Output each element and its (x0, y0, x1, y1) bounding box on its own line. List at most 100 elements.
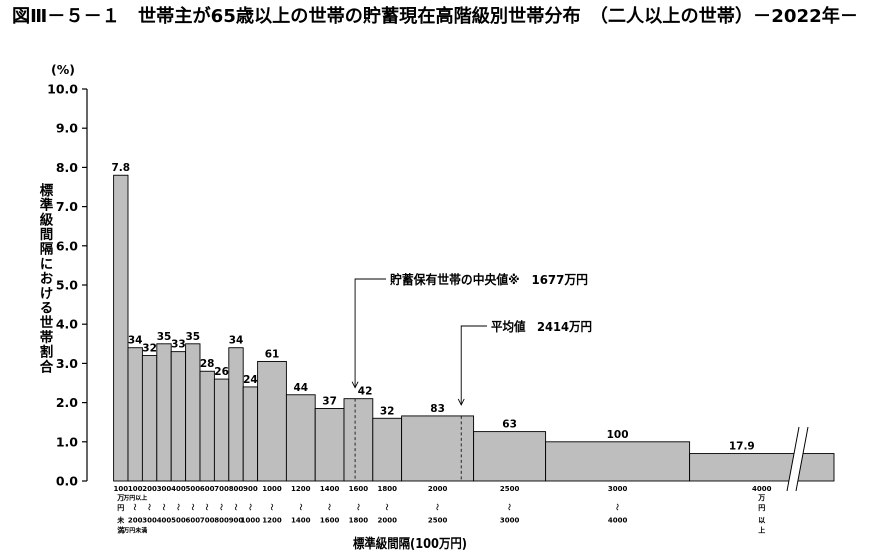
x-tick-label: 200 (142, 485, 157, 493)
y-tick-label: 5.0 (56, 278, 78, 293)
bar-1 (127, 347, 143, 482)
x-tick-label: 1000 (262, 485, 282, 493)
bar-17 (545, 441, 691, 482)
x-tick-label: ～ (505, 504, 513, 511)
bars (113, 174, 835, 482)
mean-leader-line (460, 325, 487, 405)
y-tick-label: 2.0 (56, 395, 78, 410)
x-tick-label: ～ (217, 504, 225, 511)
x-tick-label: 400 (171, 485, 186, 493)
x-tick-label: 1200 (291, 485, 311, 493)
x-tick-label: 1400 (320, 485, 340, 493)
y-axis-unit: (%) (51, 62, 75, 77)
bar-value-label: 100 (607, 429, 629, 441)
x-tick-label: 800 (229, 485, 244, 493)
bar-10 (257, 360, 287, 482)
x-tick-label: 500 (185, 485, 200, 493)
x-tick-label: 600 (200, 485, 215, 493)
bar-value-label: 7.8 (111, 162, 130, 174)
x-tick-label: 900 (243, 485, 258, 493)
median-marker: 貯蓄保有世帯の中央値※ 1677万円 (351, 272, 588, 481)
mean-arrowhead (457, 398, 465, 406)
bar-13 (343, 398, 374, 482)
bar-5 (185, 343, 201, 482)
bar-14 (372, 417, 403, 482)
bar-18 (689, 453, 835, 482)
x-tick-label: ～ (354, 504, 362, 511)
bar-3 (156, 343, 172, 482)
median-arrowhead (351, 381, 359, 389)
bar-value-label: 35 (185, 331, 200, 343)
x-tick-label: ～ (325, 504, 333, 511)
y-tick-label: 3.0 (56, 356, 78, 371)
x-tick-label: 上 (758, 526, 765, 535)
x-axis-title: 標準級間隔(100万円) (353, 536, 467, 552)
chart-title: 図Ⅲ－５－１ 世帯主が65歳以上の世帯の貯蓄現在高階級別世帯分布 （二人以上の世… (12, 5, 858, 27)
x-tick-label: ～ (613, 504, 621, 511)
x-tick-label: 700 (200, 517, 215, 525)
bar-value-label: 44 (293, 382, 308, 394)
x-tick-label: 円 (117, 504, 124, 512)
y-tick-label: 8.0 (56, 160, 78, 175)
x-tick-label: 200 (128, 517, 143, 525)
x-tick-label: 未 (117, 516, 125, 525)
bar-16 (473, 431, 547, 482)
x-tick-label: 4000 (608, 517, 628, 525)
x-tick-label: 100 (113, 485, 128, 493)
y-tick-label: 1.0 (56, 434, 78, 449)
x-tick-label: 2500 (500, 485, 520, 493)
x-tick-label: 4000 (752, 485, 772, 493)
x-tick-label: 万 (116, 494, 124, 502)
bar-value-label: 37 (322, 395, 337, 407)
bar-7 (213, 378, 230, 482)
bar-value-label: 28 (200, 358, 215, 370)
median-leader-line (354, 278, 386, 388)
bar-value-label: 61 (265, 348, 280, 360)
y-tick-label: 10.0 (47, 82, 78, 97)
x-tick-label: 600 (185, 517, 200, 525)
x-tick-label: ～ (246, 504, 254, 511)
x-tick-label: 900 (229, 517, 244, 525)
x-tick-label: 満 (117, 526, 124, 535)
x-tick-label: ～ (383, 504, 391, 511)
x-tick-label: 1400 (291, 517, 311, 525)
bar-15 (401, 415, 475, 482)
x-tick-label: ～ (268, 504, 276, 511)
x-tick-label: 2000 (377, 517, 397, 525)
y-tick-label: 6.0 (56, 238, 78, 253)
x-tick-label: ～ (174, 504, 182, 511)
x-tick-label: 2500 (428, 517, 448, 525)
x-tick-label: 1800 (377, 485, 397, 493)
bar-12 (314, 408, 345, 482)
bar-value-label: 17.9 (729, 441, 755, 453)
x-tick-label: 100 (128, 485, 143, 493)
x-tick-label: ～ (131, 504, 139, 511)
x-tick-label: 1000 (241, 517, 261, 525)
x-tick-label: 700 (214, 485, 229, 493)
bar-value-label: 32 (142, 343, 157, 355)
bar-8 (228, 347, 244, 482)
y-axis: 0.0 1.0 2.0 3.0 4.0 5.0 6.0 7.0 8.0 9.0 10.0 (47, 82, 88, 489)
bar-value-label: 83 (430, 403, 445, 415)
x-tick-label: ～ (232, 504, 240, 511)
bar-0 (113, 174, 129, 482)
x-tick-label: 1800 (349, 517, 369, 525)
x-tick-label: 万円未満 (122, 527, 147, 535)
x-tick-label: ～ (296, 504, 304, 511)
y-tick-label: 0.0 (56, 474, 78, 489)
x-tick-label: 400 (157, 517, 172, 525)
x-tick-label: 1600 (349, 485, 369, 493)
x-tick-label: 800 (214, 517, 229, 525)
mean-label: 平均値 2414万円 (491, 319, 592, 334)
x-tick-label: ～ (433, 504, 441, 511)
axis-break-mark (786, 426, 809, 492)
axis-break-line (795, 426, 809, 492)
bar-value-label: 33 (171, 339, 186, 351)
x-tick-label: ～ (188, 504, 196, 511)
x-tick-label: 3000 (608, 485, 628, 493)
bar-value-label: 26 (214, 366, 229, 378)
x-tick-label: ～ (203, 504, 211, 511)
x-tick-label: ～ (145, 504, 153, 511)
